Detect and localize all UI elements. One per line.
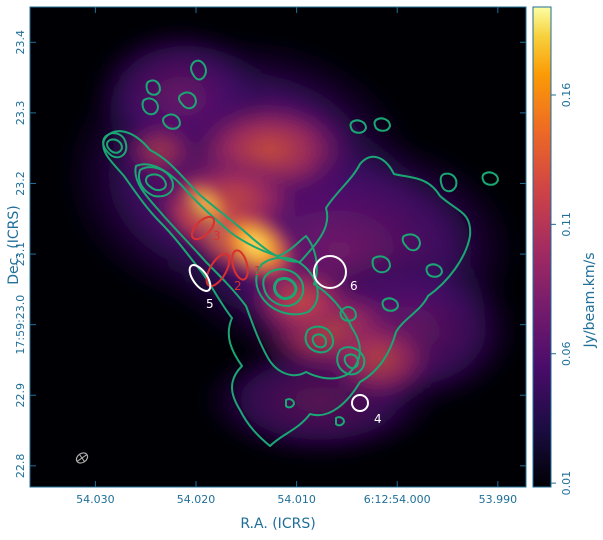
colorbar-tick-label-1: 0.06 bbox=[560, 341, 573, 366]
contour-upper-left-inner bbox=[106, 138, 123, 154]
x-tick-label-2: 54.010 bbox=[277, 493, 316, 506]
region-markers bbox=[188, 215, 369, 412]
contour-set bbox=[102, 59, 499, 447]
contour-right-1 bbox=[349, 119, 367, 134]
contour-level-3 bbox=[255, 256, 319, 316]
contour-right-8 bbox=[339, 306, 357, 322]
contour-small-1 bbox=[285, 398, 295, 409]
contour-right-6 bbox=[371, 255, 391, 274]
contour-right-9 bbox=[381, 297, 399, 312]
region-4-ellipse bbox=[351, 394, 369, 412]
colorbar-ticks: 0.01 0.06 0.11 0.16 bbox=[551, 83, 573, 496]
colorbar-gradient bbox=[532, 6, 552, 488]
y-tick-label-3: 23.1 bbox=[14, 242, 27, 267]
y-tick-label-6: 22.8 bbox=[14, 454, 27, 479]
contour-top-4 bbox=[141, 97, 159, 116]
colorbar-tick-label-0: 0.01 bbox=[560, 471, 573, 496]
x-tick-label-3: 6:12:54.000 bbox=[364, 493, 431, 506]
contour-mid-left-inner bbox=[144, 173, 167, 192]
x-tick-label-4: 53.990 bbox=[479, 493, 518, 506]
contour-mid-left bbox=[138, 166, 174, 198]
contour-lower-1 bbox=[304, 325, 334, 354]
y-tick-label-1: 23.3 bbox=[14, 101, 27, 126]
contour-lower-2-inner bbox=[343, 353, 359, 370]
region-6-ellipse bbox=[313, 255, 347, 289]
y-tick-labels: 23.4 23.3 23.2 23.1 17:59:23.0 22.9 22.8 bbox=[14, 30, 27, 478]
contour-right-4 bbox=[439, 172, 458, 193]
contour-core bbox=[273, 276, 298, 300]
region-label-4: 4 bbox=[374, 412, 382, 426]
y-tick-label-5: 22.9 bbox=[14, 383, 27, 408]
x-tick-label-0: 54.030 bbox=[76, 493, 115, 506]
region-label-6: 6 bbox=[350, 279, 358, 293]
contour-upper-left bbox=[102, 132, 128, 159]
x-tick-marks bbox=[94, 7, 499, 487]
region-2-ellipse bbox=[205, 252, 231, 288]
contour-right-2 bbox=[373, 117, 391, 132]
contour-right-7 bbox=[425, 263, 443, 278]
colorbar-label: Jy/beam.km/s bbox=[582, 252, 598, 348]
y-tick-label-4: 17:59:23.0 bbox=[14, 295, 27, 355]
region-5-ellipse bbox=[188, 264, 212, 292]
x-axis-label: R.A. (ICRS) bbox=[240, 516, 315, 532]
x-tick-labels: 54.030 54.020 54.010 6:12:54.000 53.990 bbox=[76, 493, 517, 506]
y-axis-label: Dec. (ICRS) bbox=[6, 205, 22, 284]
x-tick-label-1: 54.020 bbox=[177, 493, 216, 506]
y-tick-label-2: 23.2 bbox=[14, 171, 27, 196]
emission-map bbox=[60, 25, 520, 460]
contour-top-3 bbox=[145, 79, 161, 96]
contour-top-2 bbox=[178, 91, 197, 110]
contour-level-2 bbox=[134, 163, 361, 380]
contour-lower-1-inner bbox=[311, 333, 327, 349]
contour-small-2 bbox=[335, 416, 345, 427]
contour-top-1 bbox=[190, 59, 207, 81]
colorbar-tick-label-3: 0.16 bbox=[560, 83, 573, 108]
contour-top-5 bbox=[162, 113, 181, 130]
region-1-ellipse bbox=[231, 249, 249, 281]
region-3-ellipse bbox=[190, 215, 216, 241]
region-labels: 1 2 3 4 5 6 bbox=[206, 229, 382, 426]
region-label-1: 1 bbox=[254, 264, 262, 278]
contour-right-5 bbox=[401, 233, 421, 252]
region-label-5: 5 bbox=[206, 297, 214, 311]
contour-right-3 bbox=[481, 171, 499, 186]
region-label-2: 2 bbox=[234, 279, 242, 293]
contour-outer bbox=[102, 130, 472, 447]
beam-icon bbox=[75, 452, 89, 464]
colorbar: 0.01 0.06 0.11 0.16 Jy/beam.km/s bbox=[532, 6, 598, 496]
colorbar-tick-label-2: 0.11 bbox=[560, 212, 573, 237]
region-label-3: 3 bbox=[213, 229, 221, 243]
contour-level-4 bbox=[262, 268, 305, 307]
image-panel: 1 2 3 4 5 6 bbox=[30, 7, 526, 487]
y-tick-label-0: 23.4 bbox=[14, 30, 27, 55]
y-tick-marks bbox=[30, 41, 526, 467]
contour-lower-2 bbox=[336, 346, 366, 376]
plot-frame bbox=[29, 6, 527, 488]
